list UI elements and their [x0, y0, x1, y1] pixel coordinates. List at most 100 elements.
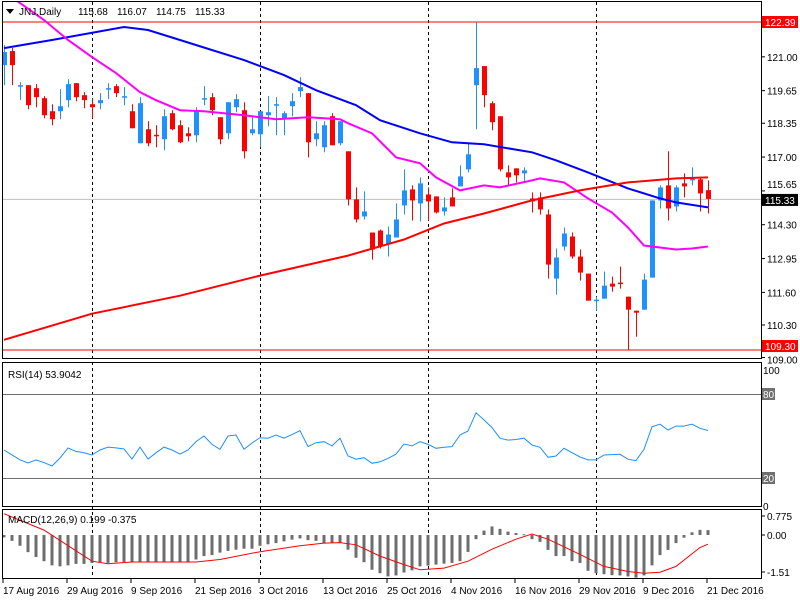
candle[interactable]: [458, 165, 463, 187]
candle[interactable]: [618, 266, 623, 289]
candle[interactable]: [658, 185, 663, 209]
macd-axis-label: 0.775: [767, 512, 792, 523]
candle[interactable]: [130, 104, 135, 129]
macd-histogram-bar: [378, 535, 382, 574]
candle[interactable]: [314, 121, 319, 147]
candle[interactable]: [50, 104, 55, 126]
candle[interactable]: [650, 200, 655, 278]
candle[interactable]: [186, 127, 191, 142]
macd-panel[interactable]: [3, 513, 710, 578]
macd-axis-label: 0.00: [767, 531, 787, 542]
candle[interactable]: [642, 273, 647, 310]
candle[interactable]: [370, 232, 375, 260]
candle[interactable]: [554, 248, 559, 295]
candle[interactable]: [90, 98, 95, 119]
candle[interactable]: [234, 94, 239, 113]
price-panel-frame: [2, 1, 762, 359]
candle[interactable]: [74, 83, 79, 102]
candle[interactable]: [362, 191, 367, 220]
candle[interactable]: [298, 77, 303, 98]
candle[interactable]: [170, 110, 175, 131]
candle[interactable]: [562, 227, 567, 251]
candle[interactable]: [274, 97, 279, 136]
candle[interactable]: [682, 173, 687, 198]
candle[interactable]: [498, 116, 503, 172]
candle[interactable]: [570, 232, 575, 259]
candle[interactable]: [466, 143, 471, 173]
candle[interactable]: [418, 177, 423, 222]
candle[interactable]: [402, 169, 407, 215]
candle[interactable]: [626, 296, 631, 351]
candle[interactable]: [282, 111, 287, 136]
candle[interactable]: [706, 180, 711, 214]
candle[interactable]: [506, 165, 511, 187]
candle[interactable]: [18, 82, 23, 101]
triangle-down-icon[interactable]: [6, 9, 14, 14]
candle[interactable]: [690, 167, 695, 186]
candle[interactable]: [154, 125, 159, 148]
candle[interactable]: [474, 22, 479, 130]
candle[interactable]: [218, 117, 223, 145]
candle[interactable]: [602, 271, 607, 299]
candle[interactable]: [578, 249, 583, 281]
candle[interactable]: [10, 48, 15, 86]
candle[interactable]: [634, 310, 639, 337]
candle[interactable]: [306, 93, 311, 158]
candle[interactable]: [514, 168, 519, 183]
macd-histogram-bar: [410, 535, 414, 571]
candle[interactable]: [354, 187, 359, 223]
candle[interactable]: [66, 79, 71, 108]
candle[interactable]: [538, 192, 543, 215]
candle[interactable]: [26, 85, 31, 110]
candle[interactable]: [346, 151, 351, 206]
candle-body: [98, 100, 103, 104]
candle-body: [426, 194, 431, 202]
candle[interactable]: [242, 102, 247, 159]
candle[interactable]: [290, 93, 295, 117]
candle[interactable]: [426, 187, 431, 221]
candle[interactable]: [58, 89, 63, 120]
candle[interactable]: [530, 192, 535, 213]
period-separators: [92, 2, 597, 578]
candle[interactable]: [250, 116, 255, 136]
candle[interactable]: [338, 121, 343, 146]
candle-body: [458, 176, 463, 187]
candle[interactable]: [610, 276, 615, 292]
candle[interactable]: [194, 107, 199, 143]
candle[interactable]: [82, 92, 87, 109]
candle[interactable]: [34, 84, 39, 108]
candle[interactable]: [674, 185, 679, 212]
candle[interactable]: [266, 96, 271, 127]
candle-body: [554, 257, 559, 279]
macd-histogram-bar: [610, 535, 614, 576]
candle[interactable]: [410, 185, 415, 221]
candle[interactable]: [178, 120, 183, 144]
candle[interactable]: [442, 197, 447, 216]
candle[interactable]: [2, 45, 7, 86]
candle[interactable]: [114, 84, 119, 98]
candle[interactable]: [202, 86, 207, 106]
candle[interactable]: [482, 66, 487, 108]
candle[interactable]: [490, 101, 495, 131]
candle[interactable]: [122, 87, 127, 106]
candle[interactable]: [98, 93, 103, 110]
rsi-panel[interactable]: [3, 394, 761, 479]
candle[interactable]: [146, 121, 151, 147]
candle[interactable]: [162, 109, 167, 151]
candle[interactable]: [106, 83, 111, 100]
candle[interactable]: [386, 226, 391, 257]
candle[interactable]: [450, 188, 455, 207]
candle[interactable]: [394, 203, 399, 238]
candle[interactable]: [666, 151, 671, 221]
candle[interactable]: [434, 196, 439, 214]
candle[interactable]: [138, 97, 143, 144]
candle[interactable]: [546, 209, 551, 279]
candle[interactable]: [586, 273, 591, 301]
candle[interactable]: [322, 121, 327, 153]
candle[interactable]: [226, 102, 231, 140]
candle[interactable]: [522, 167, 527, 183]
candle[interactable]: [42, 96, 47, 119]
price-panel[interactable]: [2, 0, 761, 351]
candle[interactable]: [594, 296, 599, 311]
